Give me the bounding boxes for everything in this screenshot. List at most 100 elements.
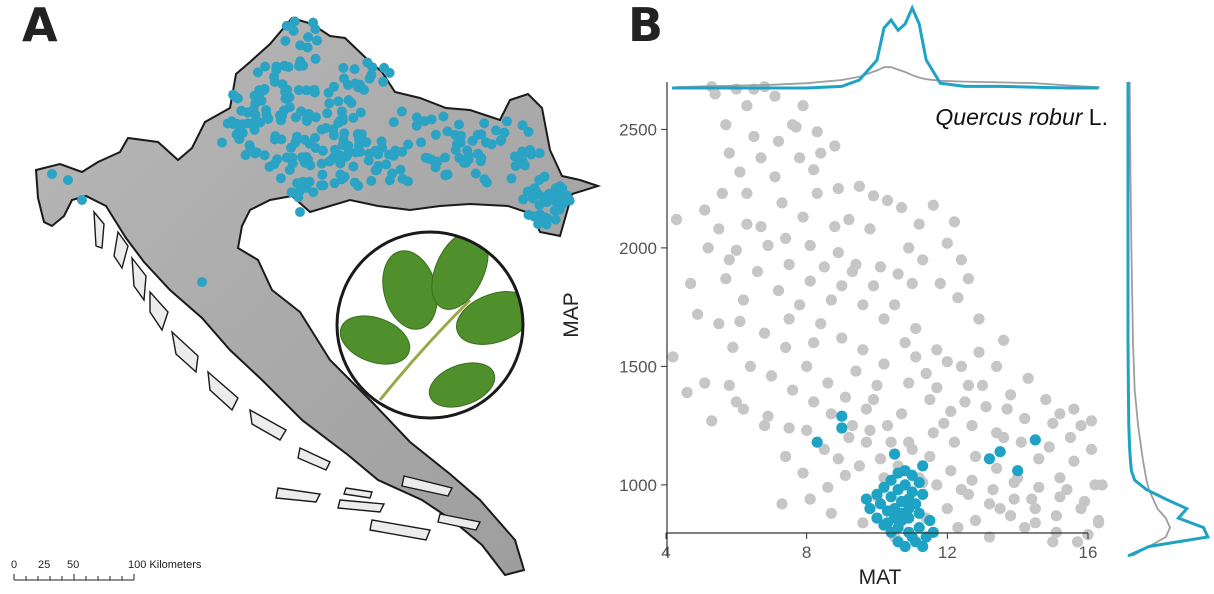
focal-point-23 — [885, 491, 897, 503]
background-point-100 — [1019, 412, 1031, 425]
occurrence-dot-306 — [245, 142, 256, 153]
occurrence-dot-108 — [309, 84, 320, 95]
x-tick-label-3: 16 — [1079, 543, 1098, 562]
focal-point-15 — [913, 476, 925, 489]
occurrence-dot-300 — [217, 137, 227, 148]
background-point-56 — [983, 498, 996, 510]
focal-point-28 — [896, 495, 908, 508]
occurrence-dot-246 — [370, 165, 381, 176]
occurrence-dot-126 — [454, 119, 464, 130]
background-point-69 — [945, 405, 957, 417]
occurrence-dot-216 — [550, 214, 561, 225]
occurrence-dot-284 — [289, 16, 300, 27]
occurrence-dot-133 — [381, 159, 392, 170]
background-point-32 — [832, 247, 844, 259]
background-point-182 — [959, 396, 971, 408]
background-point-75 — [815, 318, 827, 330]
background-point-25 — [685, 277, 697, 290]
occurrence-dot-242 — [539, 192, 550, 203]
occurrence-dot-94 — [248, 104, 259, 115]
background-point-209 — [1093, 514, 1105, 527]
occurrence-dot-256 — [286, 187, 297, 198]
background-point-84 — [801, 360, 813, 372]
background-point-200 — [815, 147, 827, 159]
scatter-background-points — [667, 81, 1108, 548]
background-point-88 — [881, 420, 894, 432]
focal-point-8 — [1029, 434, 1041, 446]
occurrence-dot-169 — [438, 111, 449, 122]
background-point-147 — [804, 275, 816, 287]
background-point-71 — [903, 377, 915, 389]
background-point-51 — [874, 453, 887, 465]
occurrence-dot-78 — [255, 117, 266, 128]
occurrence-dot-176 — [480, 137, 491, 148]
background-point-216 — [832, 453, 844, 465]
background-point-156 — [839, 469, 852, 481]
focal-point-43 — [860, 493, 873, 505]
background-point-70 — [924, 394, 936, 406]
occurrence-dot-182 — [452, 139, 462, 149]
background-point-174 — [983, 531, 996, 543]
background-point-101 — [980, 401, 992, 413]
occurrence-dot-307 — [47, 169, 57, 179]
background-point-8 — [811, 126, 823, 138]
occurrence-dot-43 — [271, 61, 282, 72]
focal-point-11 — [885, 474, 897, 486]
background-point-23 — [955, 254, 968, 266]
background-point-42 — [699, 377, 711, 389]
occurrence-dot-77 — [348, 112, 359, 123]
occurrence-dot-305 — [240, 150, 251, 161]
background-point-180 — [780, 450, 792, 463]
background-point-127 — [927, 427, 939, 439]
occurrence-dot-255 — [316, 158, 327, 169]
occurrence-dot-259 — [334, 149, 345, 160]
occurrence-dot-26 — [316, 124, 327, 135]
background-point-82 — [758, 327, 771, 339]
occurrence-dot-64 — [301, 85, 312, 96]
background-point-41 — [681, 386, 693, 399]
focal-point-0 — [811, 436, 823, 448]
background-point-116 — [713, 318, 725, 330]
occurrence-dot-199 — [506, 173, 517, 184]
background-point-79 — [730, 244, 742, 256]
y-axis-title: MAP — [560, 292, 583, 338]
background-point-91 — [945, 465, 957, 477]
occurrence-dot-104 — [317, 145, 328, 156]
occurrence-dot-13 — [324, 98, 335, 109]
occurrence-dot-177 — [479, 118, 490, 129]
background-point-189 — [783, 313, 795, 325]
oak-leaf-inset — [335, 230, 525, 420]
background-point-140 — [955, 360, 968, 372]
focal-point-44 — [871, 512, 883, 524]
background-point-207 — [1068, 403, 1080, 415]
occurrence-dot-151 — [395, 164, 406, 175]
occurrence-dot-267 — [316, 180, 327, 191]
occurrence-dot-204 — [491, 125, 501, 136]
background-point-162 — [969, 514, 982, 527]
background-point-80 — [713, 223, 725, 235]
occurrence-dot-232 — [533, 219, 544, 229]
occurrence-dot-293 — [364, 73, 375, 84]
focal-point-2 — [836, 422, 848, 434]
occurrence-dot-95 — [339, 73, 349, 84]
species-label: Quercus robur L. — [935, 104, 1108, 130]
y-tick-label-0: 1000 — [619, 476, 657, 495]
background-point-149 — [762, 239, 774, 252]
occurrence-dot-292 — [384, 67, 395, 78]
occurrence-points — [47, 16, 575, 287]
focal-point-14 — [906, 469, 918, 481]
background-point-26 — [702, 242, 714, 254]
background-point-129 — [969, 450, 982, 463]
occurrence-dot-157 — [350, 147, 361, 158]
occurrence-dot-35 — [293, 85, 304, 96]
focal-point-33 — [913, 522, 925, 534]
background-point-210 — [1047, 536, 1059, 548]
occurrence-dot-93 — [295, 56, 306, 67]
background-point-73 — [857, 344, 869, 356]
background-point-179 — [797, 467, 809, 479]
occurrence-dot-89 — [252, 67, 263, 78]
background-point-146 — [825, 294, 837, 306]
background-point-128 — [948, 436, 961, 448]
scale-label-100-km: 100 Kilometers — [128, 559, 202, 571]
background-point-215 — [853, 460, 866, 472]
